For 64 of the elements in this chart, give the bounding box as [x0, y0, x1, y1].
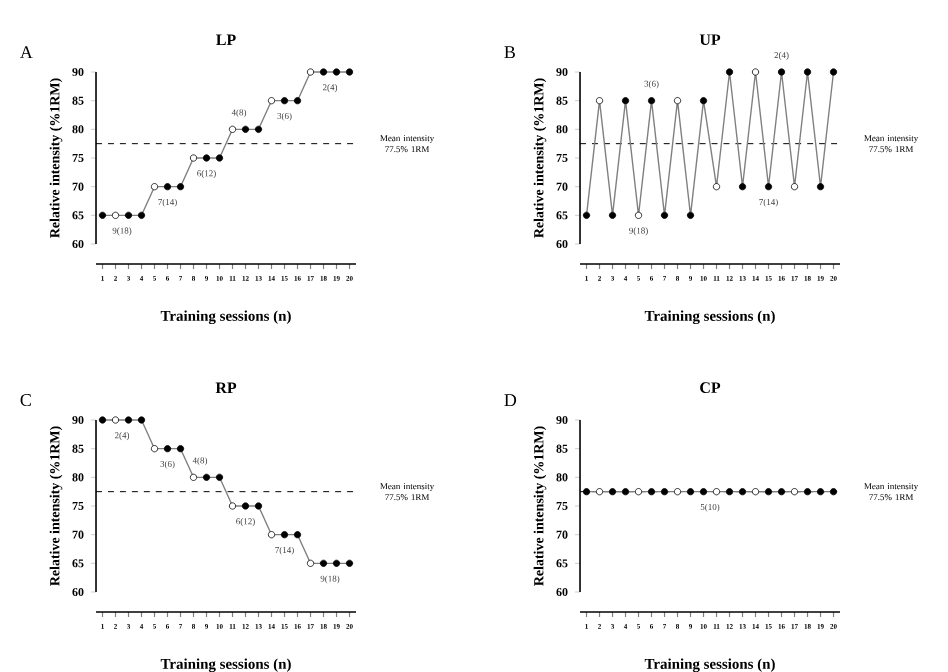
point: [163, 183, 172, 191]
point: [98, 211, 107, 219]
point: [124, 211, 133, 219]
point: [215, 154, 224, 162]
point: [306, 68, 315, 76]
point: [280, 97, 289, 105]
point: [293, 531, 302, 539]
point: [189, 473, 198, 481]
point: [673, 97, 682, 105]
point: [777, 68, 786, 76]
text: C: [20, 394, 31, 407]
point: [176, 445, 185, 453]
point: [647, 97, 656, 105]
point: [254, 502, 263, 510]
text: A: [20, 46, 33, 59]
point: [725, 68, 734, 76]
point: [345, 559, 354, 567]
point: [634, 211, 643, 219]
point: [319, 559, 328, 567]
point: [608, 211, 617, 219]
point: [228, 125, 237, 133]
point: [215, 473, 224, 481]
point: [332, 559, 341, 567]
point: [241, 502, 250, 510]
point: [202, 154, 211, 162]
point: [790, 183, 799, 191]
point: [267, 97, 276, 105]
point: [764, 183, 773, 191]
point: [163, 445, 172, 453]
point: [319, 68, 328, 76]
point: [660, 211, 669, 219]
point: [98, 416, 107, 424]
point: [202, 473, 211, 481]
text: B: [504, 46, 515, 59]
point: [595, 97, 604, 105]
point: [228, 502, 237, 510]
point: [712, 183, 721, 191]
point: [621, 97, 630, 105]
point: [111, 211, 120, 219]
point: [267, 531, 276, 539]
point: [803, 68, 812, 76]
point: [829, 68, 838, 76]
point: [150, 183, 159, 191]
point: [111, 416, 120, 424]
point: [582, 211, 591, 219]
text: D: [504, 394, 517, 407]
point: [137, 416, 146, 424]
point: [254, 125, 263, 133]
point: [345, 68, 354, 76]
point: [816, 183, 825, 191]
point: [738, 183, 747, 191]
point: [699, 97, 708, 105]
point: [176, 183, 185, 191]
point: [124, 416, 133, 424]
point: [189, 154, 198, 162]
point: [293, 97, 302, 105]
point: [280, 531, 289, 539]
point: [150, 445, 159, 453]
point: [306, 559, 315, 567]
point: [137, 211, 146, 219]
point: [241, 125, 250, 133]
point: [686, 211, 695, 219]
point: [332, 68, 341, 76]
point: [751, 68, 760, 76]
